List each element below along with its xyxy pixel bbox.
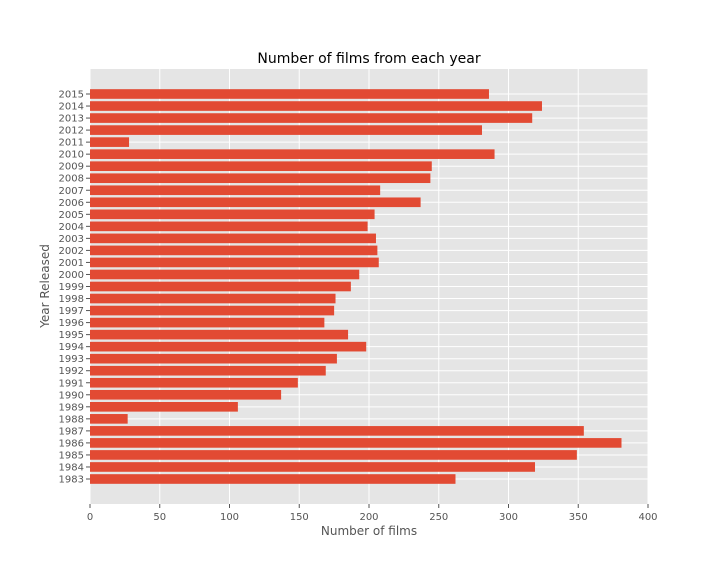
x-tick-label: 50 — [153, 512, 166, 523]
y-tick-label: 1998 — [59, 294, 84, 305]
y-tick-label: 1993 — [59, 354, 84, 365]
y-tick-label: 2012 — [59, 126, 84, 137]
bar-1989 — [90, 402, 238, 412]
y-tick-label: 2015 — [59, 90, 84, 101]
bar-1998 — [90, 293, 336, 304]
x-tick-label: 200 — [359, 512, 378, 523]
bars — [90, 89, 622, 484]
bar-2009 — [90, 161, 432, 171]
bar-1996 — [90, 317, 325, 328]
y-tick-label: 2004 — [59, 222, 84, 233]
bar-1995 — [90, 329, 349, 340]
bar-2014 — [90, 101, 542, 111]
bar-1984 — [90, 462, 536, 472]
bar-1987 — [90, 426, 584, 436]
bar-2002 — [90, 245, 378, 256]
y-axis-ticks: 1983 198419851986198719881989199019911992… — [59, 90, 90, 486]
y-tick-label: 2011 — [59, 138, 84, 149]
y-tick-label: 1983 — [59, 475, 84, 486]
y-tick-label: 1997 — [59, 306, 84, 317]
y-tick-label: 2009 — [59, 162, 84, 173]
bar-1986 — [90, 438, 622, 448]
chart-title: Number of films from each year — [257, 51, 480, 67]
bar-1992 — [90, 365, 326, 376]
x-tick-label: 400 — [638, 512, 657, 523]
y-tick-label: 2001 — [59, 258, 84, 269]
bar-2006 — [90, 197, 421, 208]
bar-2012 — [90, 125, 482, 135]
x-axis-label: Number of films — [321, 524, 417, 538]
bar-2008 — [90, 173, 431, 184]
y-tick-label: 1992 — [59, 366, 84, 377]
bar-2010 — [90, 149, 495, 159]
y-tick-label: 2010 — [59, 150, 84, 161]
x-tick-label: 250 — [429, 512, 448, 523]
y-tick-label: 1990 — [59, 390, 84, 401]
bar-1991 — [90, 377, 298, 388]
x-tick-label: 300 — [499, 512, 518, 523]
x-tick-label: 100 — [220, 512, 239, 523]
x-tick-label: 150 — [290, 512, 309, 523]
bar-2005 — [90, 209, 375, 220]
bar-1997 — [90, 305, 335, 316]
bar-2001 — [90, 257, 379, 268]
y-tick-label: 1996 — [59, 318, 84, 329]
bar-2007 — [90, 185, 381, 196]
y-tick-label: 1986 — [59, 438, 84, 449]
y-tick-label: 2003 — [59, 234, 84, 245]
y-tick-label: 2005 — [59, 210, 84, 221]
x-tick-label: 350 — [569, 512, 588, 523]
y-tick-label: 1991 — [59, 378, 84, 389]
y-tick-label: 2000 — [59, 270, 84, 281]
x-tick-label: 0 — [87, 512, 93, 523]
y-tick-label: 1987 — [59, 426, 84, 437]
y-tick-label: 2013 — [59, 114, 84, 125]
y-tick-label: 1989 — [59, 402, 84, 413]
y-tick-label: 1984 — [59, 462, 84, 473]
y-tick-label: 1995 — [59, 330, 84, 341]
bar-2000 — [90, 269, 360, 280]
bar-1985 — [90, 450, 577, 460]
bar-2015 — [90, 89, 489, 99]
bar-1994 — [90, 341, 367, 352]
y-tick-label: 2006 — [59, 198, 84, 209]
y-tick-label: 1994 — [59, 342, 84, 353]
y-tick-label: 2008 — [59, 174, 84, 185]
y-tick-label: 1988 — [59, 414, 84, 425]
bar-2004 — [90, 221, 368, 232]
bar-2011 — [90, 137, 130, 147]
bar-1990 — [90, 389, 282, 400]
y-tick-label: 2002 — [59, 246, 84, 257]
x-axis-ticks: 0 50 100 150 200 250 300 350 400 — [87, 504, 658, 523]
y-tick-label: 2007 — [59, 186, 84, 197]
bar-1993 — [90, 353, 337, 364]
y-tick-label: 1999 — [59, 282, 84, 293]
bar-2013 — [90, 113, 533, 123]
y-tick-label: 1985 — [59, 450, 84, 461]
bar-1988 — [90, 414, 128, 424]
bar-2003 — [90, 233, 376, 244]
y-axis-label: Year Released — [38, 244, 52, 329]
y-tick-label: 2014 — [59, 102, 84, 113]
bar-1983 — [90, 474, 456, 484]
bar-1999 — [90, 281, 351, 292]
